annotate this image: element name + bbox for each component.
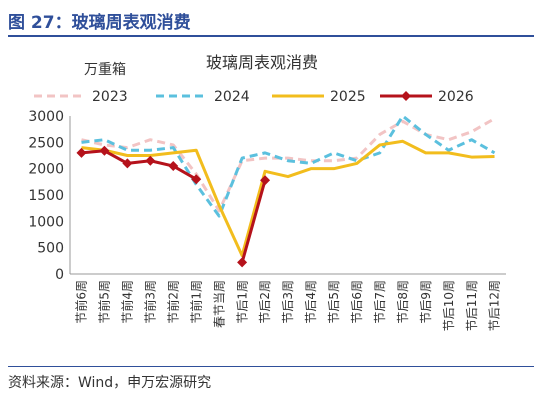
x-tick-label: 节后9周 bbox=[419, 280, 433, 324]
legend-label: 2026 bbox=[438, 89, 474, 105]
x-tick-label: 节后5周 bbox=[327, 280, 341, 324]
x-tick-label: 节后1周 bbox=[235, 280, 249, 324]
series-2024 bbox=[81, 114, 496, 218]
data-point bbox=[145, 155, 156, 166]
x-tick-label: 节后8周 bbox=[396, 280, 410, 324]
x-tick-label: 节后10周 bbox=[442, 280, 456, 331]
data-point bbox=[260, 175, 271, 186]
x-tick-label: 春节当周 bbox=[212, 280, 226, 328]
y-tick-label: 500 bbox=[37, 241, 64, 257]
chart-title: 玻璃周表观消费 bbox=[206, 53, 318, 72]
series-line bbox=[81, 114, 496, 218]
line-chart: 万重箱 玻璃周表观消费 2023 2024 2025 2026 0 500 1000 150… bbox=[28, 53, 506, 331]
y-tick-label: 1500 bbox=[28, 188, 64, 204]
unit-label: 万重箱 bbox=[84, 62, 126, 78]
legend-label: 2023 bbox=[92, 89, 128, 105]
series-line bbox=[81, 117, 496, 213]
x-tick-label: 节后7周 bbox=[373, 280, 387, 324]
x-tick-label: 节后12周 bbox=[488, 280, 502, 331]
y-tick-label: 2500 bbox=[28, 135, 64, 151]
x-tick-label: 节前4周 bbox=[120, 280, 135, 324]
series-2026 bbox=[76, 145, 271, 268]
legend-item: 2024 bbox=[156, 89, 250, 105]
x-tick-label: 节前3周 bbox=[143, 280, 158, 324]
y-tick-label: 1000 bbox=[28, 214, 64, 230]
x-tick-label: 节后4周 bbox=[304, 280, 318, 324]
series-2023 bbox=[81, 117, 496, 213]
data-point bbox=[76, 147, 87, 158]
legend-marker bbox=[401, 91, 411, 101]
data-point bbox=[191, 174, 202, 185]
data-point bbox=[237, 257, 248, 268]
y-tick-label: 3000 bbox=[28, 109, 64, 125]
x-tick-label: 节后3周 bbox=[281, 280, 295, 324]
legend-item: 2026 bbox=[380, 89, 474, 105]
x-tick-label: 节后2周 bbox=[258, 280, 272, 324]
legend-item: 2023 bbox=[34, 89, 128, 105]
x-tick-label: 节前1周 bbox=[188, 280, 203, 324]
x-tick-label: 节前2周 bbox=[165, 280, 180, 324]
series-2025 bbox=[81, 139, 495, 258]
series-line bbox=[81, 139, 495, 258]
source-note: 资料来源：Wind，申万宏源研究 bbox=[8, 375, 212, 391]
x-tick-label: 节前6周 bbox=[74, 280, 89, 324]
data-point bbox=[122, 158, 133, 169]
legend: 2023 2024 2025 2026 bbox=[34, 89, 474, 105]
data-point bbox=[99, 145, 110, 156]
legend-label: 2025 bbox=[330, 89, 366, 105]
figure-title: 图 27：玻璃周表观消费 bbox=[8, 13, 191, 33]
data-point bbox=[168, 161, 179, 172]
legend-label: 2024 bbox=[214, 89, 250, 105]
series-layer bbox=[76, 114, 496, 268]
x-axis: 节前6周 节前5周 节前4周 节前3周 节前2周 节前1周 春节当周 节后1周 节后2周 节后3周… bbox=[70, 273, 506, 331]
y-axis: 0 500 1000 1500 2000 2500 3000 bbox=[28, 109, 71, 283]
series-line bbox=[240, 179, 267, 263]
x-tick-label: 节前5周 bbox=[97, 280, 112, 324]
y-tick-label: 0 bbox=[55, 267, 64, 283]
x-tick-label: 节后6周 bbox=[350, 280, 364, 324]
y-tick-label: 2000 bbox=[28, 162, 64, 178]
legend-item: 2025 bbox=[272, 89, 366, 105]
title-rule bbox=[8, 35, 534, 37]
x-tick-label: 节后11周 bbox=[465, 280, 479, 331]
source-rule bbox=[8, 366, 534, 367]
